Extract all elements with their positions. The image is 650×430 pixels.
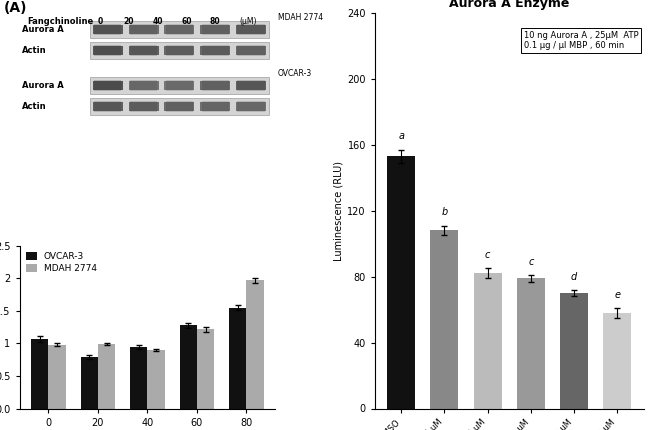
Text: e: e — [614, 290, 620, 300]
Bar — [166, 24, 193, 35]
Bar — [166, 80, 193, 92]
Bar — [94, 101, 122, 112]
Text: (A): (A) — [4, 1, 28, 15]
Y-axis label: Luminescence (RLU): Luminescence (RLU) — [333, 161, 343, 261]
Bar — [200, 81, 230, 90]
Bar — [94, 45, 122, 56]
Bar — [166, 101, 193, 112]
Text: a: a — [398, 132, 404, 141]
Text: 10 ng Aurora A , 25μM  ATP
0.1 μg / μl MBP , 60 min: 10 ng Aurora A , 25μM ATP 0.1 μg / μl MB… — [523, 31, 638, 50]
Bar — [129, 102, 159, 111]
Bar — [164, 81, 194, 90]
Bar — [130, 101, 157, 112]
Bar — [130, 24, 157, 35]
Text: MDAH 2774: MDAH 2774 — [278, 13, 323, 22]
Bar — [129, 46, 159, 55]
Bar — [93, 81, 123, 90]
Bar — [93, 25, 123, 34]
Text: Actin: Actin — [22, 102, 47, 111]
Bar — [179, 325, 197, 408]
Bar — [237, 101, 265, 112]
Bar — [236, 102, 266, 111]
Bar — [200, 102, 230, 111]
Text: d: d — [571, 272, 577, 282]
Bar — [164, 46, 194, 55]
Text: Aurora A: Aurora A — [22, 25, 64, 34]
Bar — [202, 80, 229, 92]
Bar — [387, 157, 415, 408]
Bar — [236, 46, 266, 55]
Bar — [517, 278, 545, 408]
Bar — [90, 77, 269, 94]
Text: 40: 40 — [152, 17, 163, 26]
Bar — [90, 21, 269, 38]
Text: Fangchinoline: Fangchinoline — [27, 17, 94, 26]
Text: b: b — [441, 207, 447, 217]
Bar — [603, 313, 631, 408]
Bar — [90, 42, 269, 59]
Bar — [94, 80, 122, 92]
Bar — [430, 230, 458, 408]
Bar — [200, 25, 230, 34]
Bar — [166, 45, 193, 56]
Text: 60: 60 — [181, 17, 192, 26]
Bar — [130, 45, 157, 56]
Bar — [93, 46, 123, 55]
Bar — [130, 347, 148, 408]
Bar — [237, 24, 265, 35]
Bar — [130, 80, 157, 92]
Bar — [246, 280, 264, 408]
Bar — [236, 81, 266, 90]
Bar — [200, 46, 230, 55]
Bar — [236, 25, 266, 34]
Bar — [49, 345, 66, 408]
Bar — [129, 81, 159, 90]
Text: Aurora A: Aurora A — [22, 81, 64, 90]
Bar — [237, 45, 265, 56]
Bar — [202, 101, 229, 112]
Text: OVCAR-3: OVCAR-3 — [278, 69, 312, 78]
Text: 0: 0 — [98, 17, 103, 26]
Bar — [237, 80, 265, 92]
Text: c: c — [528, 257, 534, 267]
Text: 20: 20 — [124, 17, 134, 26]
Bar — [202, 45, 229, 56]
Bar — [560, 293, 588, 408]
Bar — [474, 273, 502, 408]
Legend: OVCAR-3, MDAH 2774: OVCAR-3, MDAH 2774 — [24, 251, 99, 275]
Bar — [81, 357, 98, 408]
Bar — [229, 308, 246, 408]
Bar — [164, 25, 194, 34]
Bar — [94, 24, 122, 35]
Bar — [197, 329, 214, 408]
Bar — [90, 98, 269, 115]
Text: (μM): (μM) — [240, 17, 257, 26]
Text: 80: 80 — [209, 17, 220, 26]
Text: Actin: Actin — [22, 46, 47, 55]
Bar — [31, 339, 49, 408]
Bar — [98, 344, 115, 408]
Bar — [202, 24, 229, 35]
Bar — [129, 25, 159, 34]
Bar — [164, 102, 194, 111]
Bar — [148, 350, 164, 408]
Bar — [93, 102, 123, 111]
Title: Aurora A Enzyme: Aurora A Enzyme — [449, 0, 569, 10]
Text: c: c — [485, 250, 490, 260]
